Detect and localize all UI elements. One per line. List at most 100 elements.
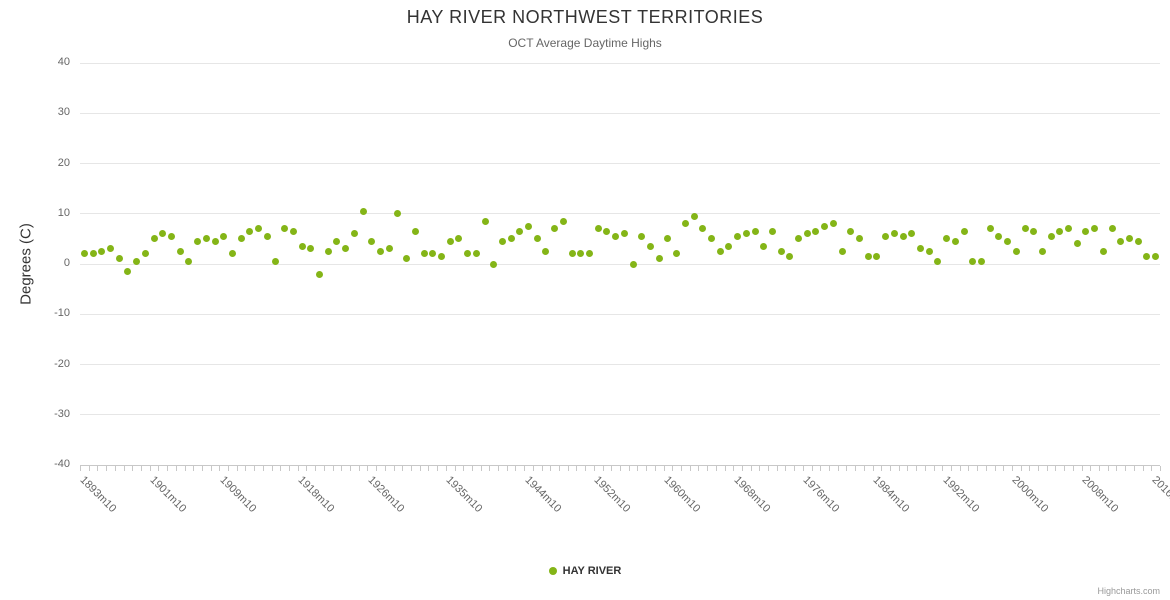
data-point[interactable]: [612, 232, 620, 240]
data-point[interactable]: [446, 237, 454, 245]
data-point[interactable]: [263, 232, 271, 240]
data-point[interactable]: [699, 225, 707, 233]
data-point[interactable]: [951, 237, 959, 245]
data-point[interactable]: [577, 250, 585, 258]
data-point[interactable]: [795, 235, 803, 243]
data-point[interactable]: [646, 242, 654, 250]
data-point[interactable]: [638, 232, 646, 240]
data-point[interactable]: [403, 255, 411, 263]
data-point[interactable]: [176, 247, 184, 255]
data-point[interactable]: [255, 225, 263, 233]
data-point[interactable]: [333, 237, 341, 245]
data-point[interactable]: [690, 212, 698, 220]
data-point[interactable]: [507, 235, 515, 243]
data-point[interactable]: [106, 245, 114, 253]
data-point[interactable]: [498, 237, 506, 245]
data-point[interactable]: [211, 237, 219, 245]
data-point[interactable]: [742, 230, 750, 238]
data-point[interactable]: [1143, 252, 1151, 260]
data-point[interactable]: [1065, 225, 1073, 233]
data-point[interactable]: [376, 247, 384, 255]
data-point[interactable]: [960, 227, 968, 235]
data-point[interactable]: [673, 250, 681, 258]
data-point[interactable]: [847, 227, 855, 235]
data-point[interactable]: [411, 227, 419, 235]
data-point[interactable]: [1099, 247, 1107, 255]
data-point[interactable]: [1030, 227, 1038, 235]
data-point[interactable]: [202, 235, 210, 243]
data-point[interactable]: [551, 225, 559, 233]
data-point[interactable]: [664, 235, 672, 243]
data-point[interactable]: [533, 235, 541, 243]
data-point[interactable]: [1091, 225, 1099, 233]
data-point[interactable]: [437, 252, 445, 260]
data-point[interactable]: [481, 217, 489, 225]
data-point[interactable]: [838, 247, 846, 255]
data-point[interactable]: [237, 235, 245, 243]
data-point[interactable]: [80, 250, 88, 258]
data-point[interactable]: [707, 235, 715, 243]
data-point[interactable]: [1004, 237, 1012, 245]
data-point[interactable]: [768, 227, 776, 235]
data-point[interactable]: [995, 232, 1003, 240]
data-point[interactable]: [194, 237, 202, 245]
data-point[interactable]: [986, 225, 994, 233]
data-point[interactable]: [472, 250, 480, 258]
data-point[interactable]: [943, 235, 951, 243]
data-point[interactable]: [185, 257, 193, 265]
data-point[interactable]: [934, 257, 942, 265]
data-point[interactable]: [812, 227, 820, 235]
data-point[interactable]: [1117, 237, 1125, 245]
data-point[interactable]: [124, 268, 132, 276]
data-point[interactable]: [1152, 252, 1160, 260]
data-point[interactable]: [316, 270, 324, 278]
data-point[interactable]: [725, 242, 733, 250]
data-point[interactable]: [1038, 247, 1046, 255]
data-point[interactable]: [786, 252, 794, 260]
data-point[interactable]: [1021, 225, 1029, 233]
data-point[interactable]: [167, 232, 175, 240]
data-point[interactable]: [890, 230, 898, 238]
data-point[interactable]: [525, 222, 533, 230]
data-point[interactable]: [289, 227, 297, 235]
data-point[interactable]: [803, 230, 811, 238]
data-point[interactable]: [220, 232, 228, 240]
data-point[interactable]: [559, 217, 567, 225]
data-point[interactable]: [629, 260, 637, 268]
data-point[interactable]: [856, 235, 864, 243]
data-point[interactable]: [385, 245, 393, 253]
data-point[interactable]: [681, 220, 689, 228]
data-point[interactable]: [490, 260, 498, 268]
data-point[interactable]: [734, 232, 742, 240]
data-point[interactable]: [1126, 235, 1134, 243]
data-point[interactable]: [342, 245, 350, 253]
data-point[interactable]: [150, 235, 158, 243]
data-point[interactable]: [760, 242, 768, 250]
data-point[interactable]: [586, 250, 594, 258]
data-point[interactable]: [141, 250, 149, 258]
data-point[interactable]: [568, 250, 576, 258]
data-point[interactable]: [977, 257, 985, 265]
data-point[interactable]: [98, 247, 106, 255]
data-point[interactable]: [368, 237, 376, 245]
data-point[interactable]: [620, 230, 628, 238]
data-point[interactable]: [1108, 225, 1116, 233]
data-point[interactable]: [359, 207, 367, 215]
data-point[interactable]: [1073, 240, 1081, 248]
data-point[interactable]: [864, 252, 872, 260]
data-point[interactable]: [115, 255, 123, 263]
data-point[interactable]: [882, 232, 890, 240]
data-point[interactable]: [228, 250, 236, 258]
data-point[interactable]: [716, 247, 724, 255]
data-point[interactable]: [516, 227, 524, 235]
data-point[interactable]: [1134, 237, 1142, 245]
highcharts-credit-link[interactable]: Highcharts.com: [1097, 586, 1160, 596]
data-point[interactable]: [908, 230, 916, 238]
data-point[interactable]: [1082, 227, 1090, 235]
data-point[interactable]: [307, 245, 315, 253]
data-point[interactable]: [899, 232, 907, 240]
data-point[interactable]: [1056, 227, 1064, 235]
data-point[interactable]: [324, 247, 332, 255]
data-point[interactable]: [272, 257, 280, 265]
data-point[interactable]: [1012, 247, 1020, 255]
